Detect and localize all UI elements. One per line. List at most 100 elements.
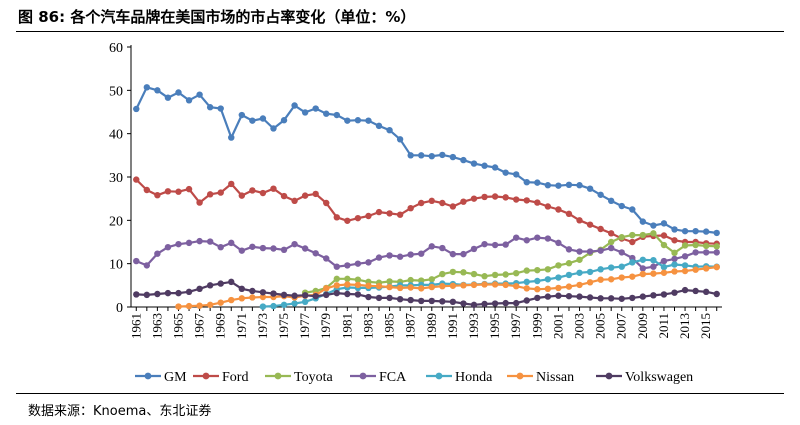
data-point-fca: [143, 262, 151, 269]
x-tick-label: 1983: [360, 313, 375, 339]
data-point-gm: [502, 169, 509, 176]
data-point-fca: [270, 245, 277, 252]
data-point-gm: [565, 181, 573, 188]
data-point-toyota: [354, 276, 362, 283]
data-point-fca: [312, 250, 319, 257]
x-tick-label: 2001: [550, 313, 565, 339]
data-point-volkswagen: [354, 291, 362, 298]
data-point-volkswagen: [491, 300, 499, 307]
legend-swatch-marker: [359, 372, 367, 380]
data-point-ford: [386, 210, 393, 217]
data-point-nissan: [428, 283, 435, 291]
x-tick-label: 1965: [170, 313, 185, 339]
data-point-volkswagen: [365, 293, 372, 301]
data-point-fca: [396, 253, 404, 260]
axes: [127, 45, 722, 311]
data-point-volkswagen: [375, 294, 383, 302]
y-tick-label: 0: [116, 301, 123, 316]
data-point-ford: [354, 214, 362, 222]
data-point-volkswagen: [154, 290, 161, 298]
data-point-gm: [280, 117, 288, 124]
data-point-ford: [217, 189, 224, 196]
legend-item-gm: GM: [135, 370, 187, 385]
data-point-toyota: [491, 271, 499, 279]
data-point-fca: [344, 262, 351, 269]
data-point-nissan: [502, 281, 509, 289]
data-point-volkswagen: [185, 288, 193, 296]
data-point-nissan: [702, 265, 710, 272]
legend-swatch-marker: [435, 372, 443, 380]
data-point-toyota: [555, 262, 562, 269]
data-point-ford: [259, 189, 267, 197]
data-point-toyota: [660, 241, 668, 249]
legend-swatch-marker: [144, 372, 152, 380]
data-point-ford: [196, 199, 203, 206]
data-point-ford: [270, 185, 277, 192]
data-point-volkswagen: [576, 293, 583, 300]
x-tick-label: 2007: [614, 313, 629, 340]
data-point-honda: [544, 276, 552, 283]
data-point-fca: [650, 263, 657, 270]
data-point-fca: [481, 240, 488, 248]
data-point-gm: [291, 102, 298, 109]
data-point-fca: [681, 253, 689, 260]
data-point-toyota: [428, 276, 435, 283]
legend-label: Toyota: [294, 370, 333, 385]
data-point-gm: [154, 87, 161, 94]
data-point-gm: [375, 122, 383, 130]
data-point-nissan: [681, 267, 689, 275]
data-point-volkswagen: [607, 295, 615, 302]
data-point-ford: [565, 210, 573, 218]
data-point-ford: [439, 199, 446, 207]
data-point-volkswagen: [206, 282, 214, 289]
legend-label: FCA: [379, 370, 407, 385]
data-point-volkswagen: [586, 294, 594, 301]
data-point-nissan: [660, 269, 668, 276]
data-point-fca: [301, 245, 309, 252]
data-point-fca: [375, 254, 383, 261]
legend-label: Nissan: [536, 370, 574, 385]
legend-item-ford: Ford: [193, 370, 248, 385]
data-point-fca: [671, 255, 678, 263]
legend-swatch-marker: [605, 372, 613, 380]
data-point-toyota: [523, 267, 530, 274]
data-point-gm: [270, 125, 277, 132]
series-honda: [259, 256, 720, 310]
data-point-fca: [491, 241, 499, 249]
data-point-ford: [629, 238, 636, 246]
data-point-gm: [660, 220, 668, 227]
data-point-fca: [365, 259, 372, 266]
data-point-ford: [143, 186, 151, 194]
data-point-volkswagen: [650, 292, 657, 299]
data-point-toyota: [333, 275, 340, 283]
data-point-nissan: [555, 284, 562, 292]
data-point-toyota: [449, 268, 457, 276]
data-point-gm: [629, 206, 636, 213]
data-point-volkswagen: [639, 293, 647, 300]
data-point-ford: [534, 199, 541, 206]
data-point-volkswagen: [681, 286, 689, 294]
data-point-honda: [629, 259, 636, 266]
data-point-gm: [344, 117, 351, 124]
series-line-nissan: [178, 266, 717, 308]
data-point-toyota: [639, 231, 647, 239]
data-point-gm: [238, 111, 246, 119]
data-point-volkswagen: [460, 300, 467, 307]
data-point-fca: [702, 249, 710, 256]
x-tick-label: 2011: [656, 313, 671, 339]
data-point-toyota: [502, 271, 509, 278]
data-point-honda: [301, 298, 309, 305]
data-point-honda: [534, 277, 541, 285]
data-point-honda: [618, 263, 625, 270]
legend-swatch-marker: [274, 372, 282, 380]
data-point-toyota: [671, 249, 678, 257]
data-point-nissan: [692, 266, 699, 273]
data-point-nissan: [470, 281, 478, 289]
data-point-fca: [639, 265, 647, 272]
data-point-nissan: [375, 283, 383, 290]
data-point-gm: [544, 182, 552, 189]
data-point-ford: [428, 197, 435, 205]
data-point-nissan: [607, 276, 615, 283]
data-point-gm: [185, 97, 193, 104]
data-point-gm: [713, 229, 720, 237]
